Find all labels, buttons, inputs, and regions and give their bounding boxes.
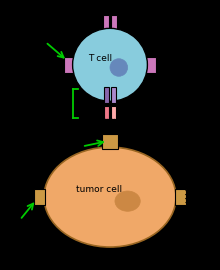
Bar [64,57,74,73]
Bar [146,57,156,73]
Bar [111,106,116,119]
Ellipse shape [115,191,140,211]
Ellipse shape [44,147,176,247]
Bar [103,15,109,30]
Bar [103,106,109,119]
Bar [103,87,109,103]
Ellipse shape [110,59,128,76]
Bar [102,134,118,149]
Text: tumor cell: tumor cell [76,184,122,194]
Bar [175,189,186,205]
Bar [34,189,45,205]
Ellipse shape [73,28,147,101]
Text: T cell: T cell [88,53,112,63]
Bar [111,87,116,103]
Bar [111,15,117,30]
